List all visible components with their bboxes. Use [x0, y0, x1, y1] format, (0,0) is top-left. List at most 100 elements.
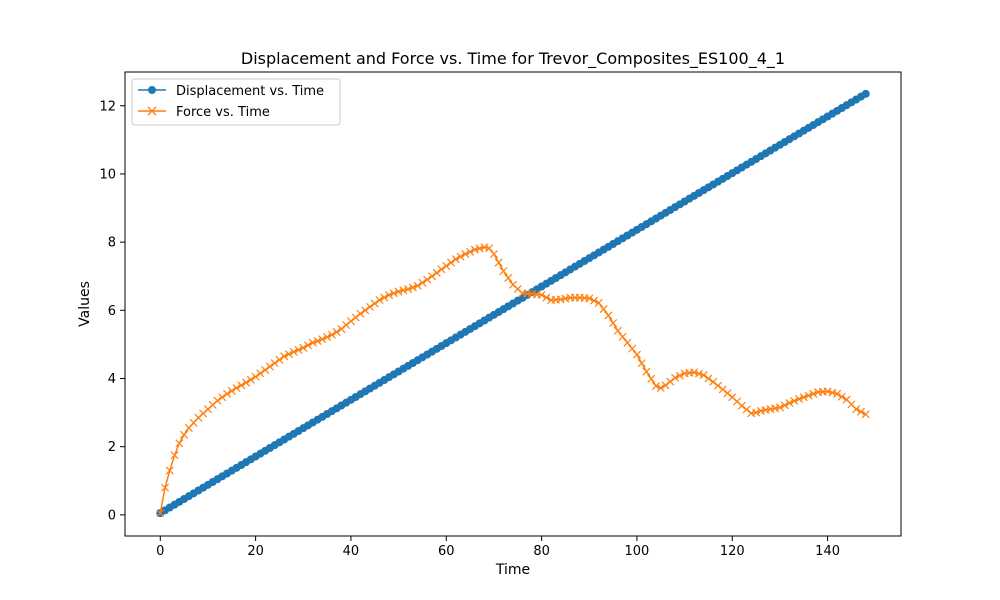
force-point [408, 283, 417, 292]
x-axis-title: Time [495, 562, 530, 578]
force-point [852, 405, 861, 414]
force-point [165, 466, 174, 475]
chart-title: Displacement and Force vs. Time for Trev… [241, 49, 785, 69]
force-point [470, 245, 479, 254]
y-axis-title: Values [77, 281, 93, 327]
force-point [175, 439, 184, 448]
force-point [294, 345, 303, 354]
force-point [365, 302, 375, 311]
force-point [699, 371, 708, 380]
force-point [323, 333, 332, 342]
force-point [623, 338, 632, 347]
force-point [275, 355, 284, 364]
force-point [794, 394, 804, 403]
force-point [251, 372, 260, 381]
force-point [389, 289, 398, 298]
force-point [237, 381, 246, 390]
force-point [380, 293, 389, 302]
force-point [494, 258, 503, 267]
force-point [265, 362, 274, 371]
force-point [809, 389, 818, 398]
force-point [485, 244, 494, 253]
force-point [461, 250, 470, 259]
force-point [156, 509, 165, 518]
force-point [856, 407, 865, 416]
force-point [713, 381, 722, 390]
force-point [823, 387, 832, 396]
force-point [318, 335, 327, 344]
force-point [261, 365, 270, 374]
force-point [218, 393, 227, 402]
legend: Displacement vs. Time Force vs. Time [131, 78, 341, 126]
force-point [299, 343, 308, 352]
force-point [651, 381, 661, 391]
force-point [790, 396, 799, 406]
force-point [828, 388, 837, 397]
force-point [313, 336, 322, 346]
y-tick-label: 4 [108, 372, 116, 387]
force-point [599, 305, 608, 314]
force-point [499, 267, 508, 276]
x-tick-label: 0 [156, 544, 164, 559]
force-point [671, 373, 680, 382]
force-point [780, 401, 789, 410]
ticks-layer: 0 20 40 60 80 100 120 140 0 2 4 6 8 10 12 [99, 99, 840, 559]
force-point [709, 377, 718, 386]
force-point [694, 369, 703, 378]
force-point [480, 243, 489, 252]
force-point [375, 296, 384, 305]
force-point [775, 403, 784, 412]
force-point [489, 250, 498, 259]
x-tick-label: 120 [720, 544, 745, 559]
force-point [327, 330, 336, 339]
y-tick-label: 6 [108, 304, 116, 319]
force-point [861, 410, 870, 419]
force-point [604, 311, 613, 320]
force-point [804, 391, 813, 400]
y-tick-label: 0 [108, 508, 116, 523]
force-point [170, 451, 179, 460]
force-point [413, 281, 422, 290]
force-point [799, 393, 808, 402]
force-point [590, 296, 599, 305]
force-point [222, 389, 232, 398]
force-point [161, 483, 170, 492]
force-point [647, 374, 656, 383]
x-tick-label: 140 [815, 544, 840, 559]
force-point [628, 344, 637, 353]
force-point [423, 275, 432, 284]
force-point [213, 396, 222, 405]
x-tick-label: 20 [247, 544, 264, 559]
force-point [246, 375, 255, 384]
force-point [242, 378, 251, 387]
force-point [361, 306, 370, 315]
force-point [666, 377, 675, 386]
force-point [332, 327, 341, 336]
force-point [837, 392, 846, 401]
force-point [656, 384, 665, 393]
force-point [356, 309, 365, 318]
force-point [632, 350, 641, 359]
force-point [280, 352, 289, 361]
force-point [442, 261, 451, 271]
force-point [466, 247, 475, 256]
force-point [351, 313, 360, 322]
force-point [404, 285, 413, 294]
force-point [690, 368, 699, 377]
force-point [661, 381, 670, 390]
force-point [618, 332, 627, 341]
y-tick-label: 12 [99, 99, 116, 114]
force-point [785, 399, 794, 408]
force-point [180, 430, 189, 439]
force-point [609, 319, 618, 328]
force-point [737, 401, 746, 410]
force-point [304, 341, 313, 350]
force-point [594, 298, 603, 307]
force-point [637, 359, 646, 368]
x-tick-label: 40 [343, 544, 360, 559]
y-tick-label: 10 [99, 167, 116, 182]
force-point [232, 384, 241, 393]
force-point [742, 405, 751, 414]
force-point [346, 317, 355, 326]
